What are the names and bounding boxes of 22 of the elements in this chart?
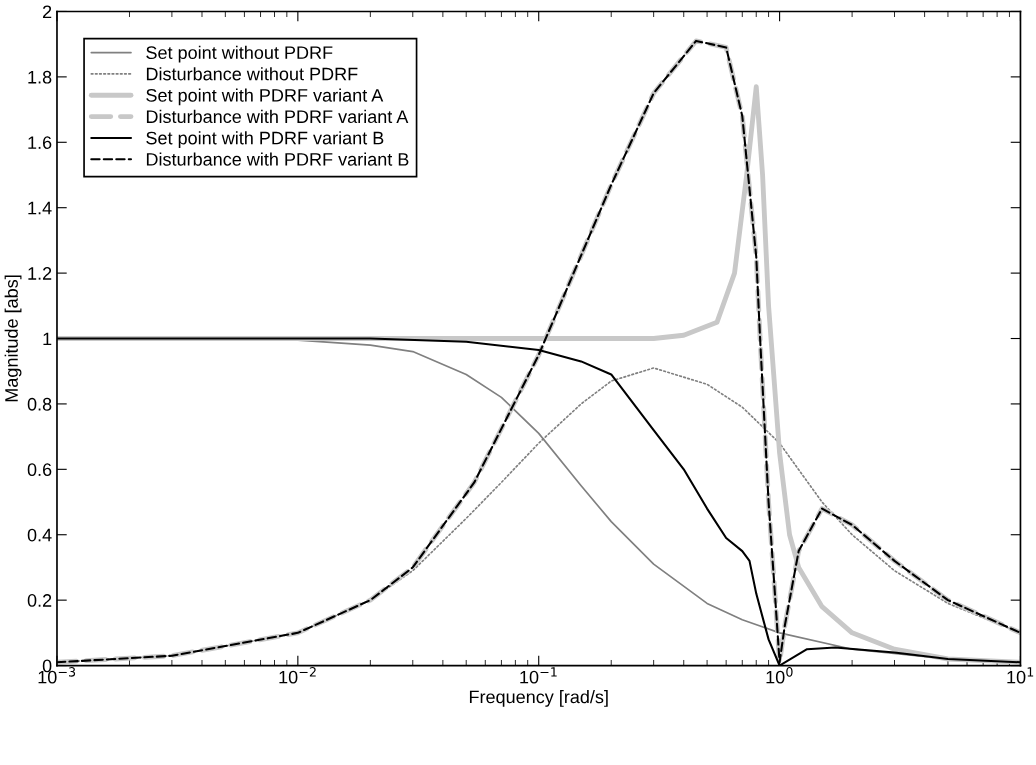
legend-label: Disturbance with PDRF variant A <box>146 109 409 124</box>
y-tick-label: 1.4 <box>28 201 52 215</box>
y-tick-label: 1.2 <box>28 267 52 280</box>
y-tick-label: 1.8 <box>28 70 52 84</box>
legend-label: Disturbance with PDRF variant B <box>146 152 409 166</box>
y-tick-label: 0.6 <box>27 463 52 477</box>
x-tick-label: 10$^{−1}$ <box>520 667 557 684</box>
y-tick-label: 1 <box>43 332 52 346</box>
legend-label: Set point with PDRF variant B <box>146 131 384 148</box>
x-tick-label: 10$^{0}$ <box>766 667 793 684</box>
x-tick-label: 10$^{−2}$ <box>279 667 316 684</box>
legend-label: Disturbance without PDRF <box>146 67 358 81</box>
y-tick-label: 1.6 <box>28 136 52 150</box>
y-tick-label: 2 <box>42 5 52 19</box>
legend-label: Set point without PDRF <box>146 45 333 63</box>
x-axis-title: Frequency [rad/s] <box>469 690 608 707</box>
y-tick-label: 0.4 <box>27 528 52 542</box>
legend-label: Set point with PDRF variant A <box>146 88 384 106</box>
y-tick-label: 0.8 <box>27 397 52 411</box>
y-axis-title: Magnitude [abs] <box>4 275 22 402</box>
x-tick-label: 10$^{1}$ <box>1007 667 1034 684</box>
y-tick-label: 0.2 <box>27 594 52 607</box>
